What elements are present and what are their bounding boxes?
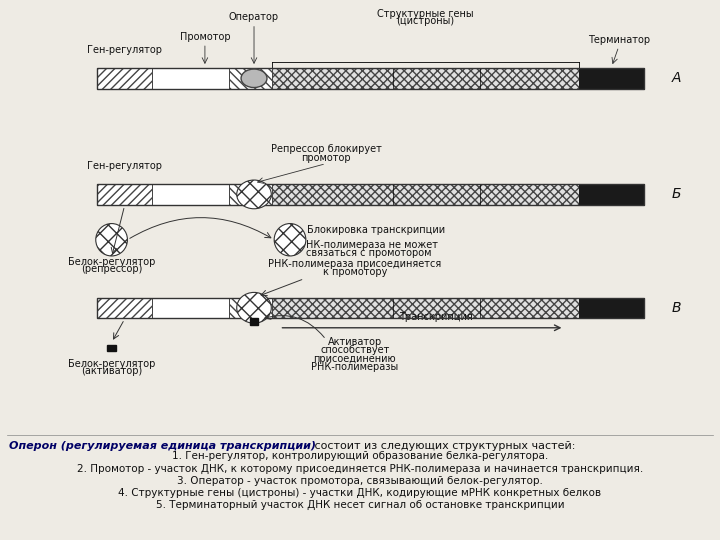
Bar <box>97 298 152 318</box>
Bar <box>579 184 644 205</box>
Bar <box>97 298 644 318</box>
Text: РНК-полимераза присоединяется: РНК-полимераза присоединяется <box>268 259 441 269</box>
Ellipse shape <box>274 224 306 256</box>
Text: А: А <box>672 71 682 85</box>
Bar <box>228 184 272 205</box>
Text: 1. Ген-регулятор, контролирующий образование белка-регулятора.: 1. Ген-регулятор, контролирующий образов… <box>172 451 548 461</box>
Text: 2. Промотор - участок ДНК, к которому присоединяется РНК-полимераза и начинается: 2. Промотор - участок ДНК, к которому пр… <box>77 464 643 475</box>
Text: Структурные гены: Структурные гены <box>377 9 474 19</box>
Bar <box>152 184 228 205</box>
Bar <box>152 68 228 89</box>
Text: (активатор): (активатор) <box>81 366 143 376</box>
Bar <box>97 68 152 89</box>
Text: состоит из следующих структурных частей:: состоит из следующих структурных частей: <box>311 441 575 451</box>
Bar <box>579 68 644 89</box>
Ellipse shape <box>237 180 271 209</box>
Bar <box>272 68 579 89</box>
Text: РНК-полимеразы: РНК-полимеразы <box>311 362 398 372</box>
Ellipse shape <box>241 69 267 87</box>
Bar <box>107 345 116 351</box>
Text: к промотору: к промотору <box>323 267 387 277</box>
Text: промотор: промотор <box>301 152 351 163</box>
Text: Ген-регулятор: Ген-регулятор <box>87 44 162 55</box>
Bar <box>97 68 644 89</box>
Text: Активатор: Активатор <box>328 338 382 347</box>
Bar <box>152 298 228 318</box>
Text: Терминатор: Терминатор <box>588 35 650 45</box>
Text: способствует: способствует <box>320 346 390 355</box>
Text: Блокировка транскрипции: Блокировка транскрипции <box>307 225 446 235</box>
Text: Репрессор блокирует: Репрессор блокирует <box>271 144 382 154</box>
Text: связаться с промотором: связаться с промотором <box>307 248 432 258</box>
Text: Б: Б <box>672 187 682 201</box>
Text: РНК-полимераза не может: РНК-полимераза не может <box>300 240 438 250</box>
Text: Ген-регулятор: Ген-регулятор <box>87 160 162 171</box>
Text: Транскрипция: Транскрипция <box>400 312 473 322</box>
Text: (репрессор): (репрессор) <box>81 265 143 274</box>
Bar <box>97 184 152 205</box>
Bar <box>579 298 644 318</box>
Text: В: В <box>672 301 682 315</box>
Ellipse shape <box>237 293 271 323</box>
Text: 4. Структурные гены (цистроны) - участки ДНК, кодирующие мРНК конкретных белков: 4. Структурные гены (цистроны) - участки… <box>118 488 602 498</box>
Text: Оперон (регулируемая единица транскрипции): Оперон (регулируемая единица транскрипци… <box>9 441 315 451</box>
Bar <box>228 68 272 89</box>
Text: 3. Оператор - участок промотора, связывающий белок-регулятор.: 3. Оператор - участок промотора, связыва… <box>177 476 543 487</box>
Text: присоединению: присоединению <box>313 354 396 363</box>
Bar <box>272 184 579 205</box>
Bar <box>97 184 644 205</box>
Text: (цистроны): (цистроны) <box>397 16 454 26</box>
Bar <box>250 318 258 325</box>
Ellipse shape <box>96 224 127 256</box>
Text: Белок-регулятор: Белок-регулятор <box>68 359 156 369</box>
Bar <box>228 298 272 318</box>
Text: Оператор: Оператор <box>229 12 279 22</box>
Text: Белок-регулятор: Белок-регулятор <box>68 258 156 267</box>
Text: 5. Терминаторный участок ДНК несет сигнал об остановке транскрипции: 5. Терминаторный участок ДНК несет сигна… <box>156 500 564 510</box>
Text: Промотор: Промотор <box>179 32 230 42</box>
Bar <box>272 298 579 318</box>
